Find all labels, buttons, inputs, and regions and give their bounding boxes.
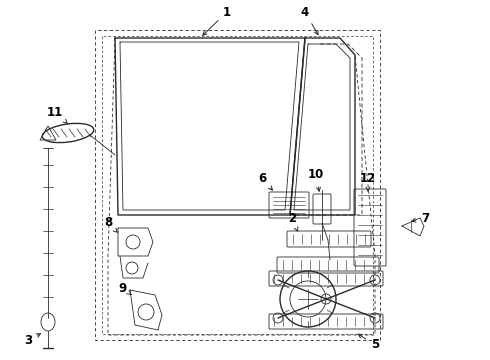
Text: 3: 3 bbox=[24, 333, 41, 346]
Text: 4: 4 bbox=[301, 5, 318, 35]
Text: 12: 12 bbox=[360, 171, 376, 191]
Text: 6: 6 bbox=[258, 171, 272, 190]
Text: 1: 1 bbox=[203, 5, 231, 35]
Text: 7: 7 bbox=[412, 211, 429, 225]
Text: 9: 9 bbox=[118, 282, 131, 294]
Text: 10: 10 bbox=[308, 168, 324, 191]
Text: 8: 8 bbox=[104, 216, 117, 232]
Text: 11: 11 bbox=[47, 105, 67, 123]
Text: 5: 5 bbox=[358, 334, 379, 351]
Text: 2: 2 bbox=[288, 211, 298, 231]
